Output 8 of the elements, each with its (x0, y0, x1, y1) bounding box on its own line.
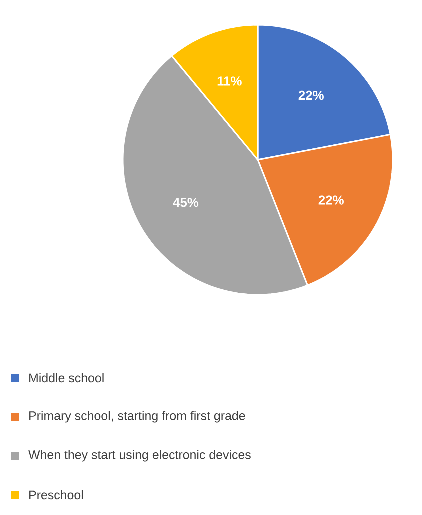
legend-label: Preschool (30, 490, 84, 500)
legend-label: Primary school, starting from first grade (30, 411, 246, 423)
data-label: 11% (218, 76, 242, 86)
data-label: 22% (298, 90, 324, 100)
data-label: 45% (173, 198, 199, 208)
legend-label: Middle school (30, 373, 104, 383)
data-label: 22% (318, 196, 344, 205)
legend-label: When they start using electronic devices (28, 450, 251, 462)
